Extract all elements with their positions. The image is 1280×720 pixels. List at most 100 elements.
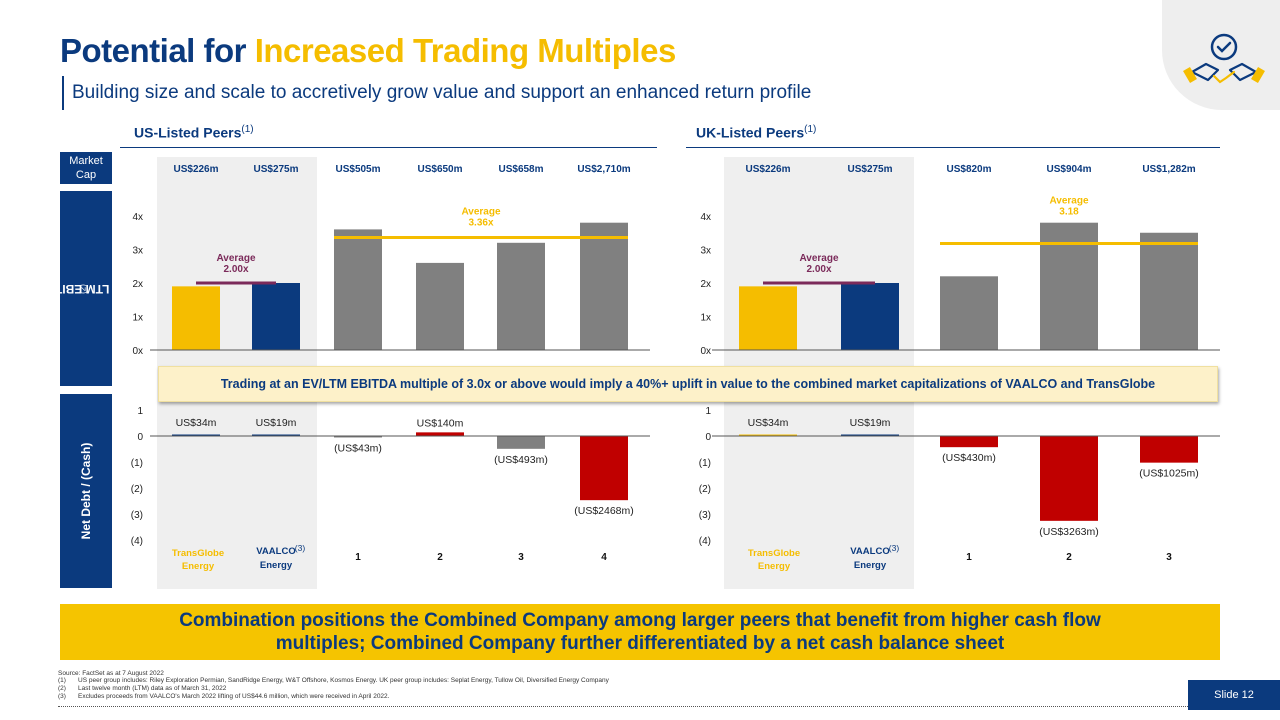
uk-ev-tick: 3x	[700, 246, 711, 257]
us-average-label: Average	[216, 253, 256, 264]
uk-category-label: 1	[966, 552, 972, 563]
us-ev-bar	[416, 262, 464, 350]
key-takeaway-callout: Combination positions the Combined Compa…	[60, 604, 1220, 660]
uk-ev-tick: 0x	[700, 346, 711, 357]
uk-nd-label: US$19m	[850, 417, 891, 429]
uk-market-cap: US$275m	[847, 164, 892, 175]
ev-ebitda-label: EV / LTM EBITDA (2)	[37, 191, 135, 386]
uk-nd-label: US$34m	[748, 417, 789, 429]
page-subtitle: Building size and scale to accretively g…	[62, 76, 811, 110]
us-market-cap: US$226m	[173, 164, 218, 175]
uk-nd-tick: (4)	[699, 536, 711, 547]
us-market-cap: US$505m	[335, 164, 380, 175]
uk-ev-tick: 1x	[700, 313, 711, 324]
uk-category-label: Energy	[854, 560, 887, 571]
footer-divider	[58, 706, 1188, 707]
uk-average-label: Average	[799, 253, 839, 264]
us-nd-tick: (3)	[131, 510, 143, 521]
us-ev-bar	[252, 283, 300, 350]
uk-nd-bar	[739, 434, 797, 436]
us-nd-bar	[580, 436, 628, 501]
us-nd-bar	[497, 436, 545, 449]
us-ev-bar	[497, 242, 545, 350]
us-market-cap: US$2,710m	[577, 164, 630, 175]
us-ev-bar	[172, 286, 220, 350]
uk-market-cap: US$904m	[1046, 164, 1091, 175]
us-nd-tick: (1)	[131, 458, 143, 469]
uk-average-value: 2.00x	[806, 264, 831, 275]
us-nd-tick: 0	[137, 432, 143, 443]
us-category-label: TransGlobe	[172, 548, 224, 559]
us-nd-label: US$140m	[417, 417, 464, 429]
us-nd-label: US$34m	[176, 417, 217, 429]
footnote-source: Source: FactSet as at 7 August 2022	[58, 670, 164, 677]
us-category-note: (3)	[295, 543, 306, 553]
us-nd-label: (US$493m)	[494, 454, 548, 466]
us-category-label: Energy	[260, 560, 293, 571]
us-category-label: 2	[437, 552, 443, 563]
us-nd-label: (US$43m)	[334, 443, 382, 455]
us-ev-tick: 2x	[132, 279, 143, 290]
footnote-3: (3) Excludes proceeds from VAALCO's March…	[58, 693, 390, 700]
us-nd-label: (US$2468m)	[574, 505, 634, 517]
footnote-2: (2) Last twelve month (LTM) data as of Ma…	[58, 685, 227, 692]
uk-nd-label: (US$3263m)	[1039, 526, 1099, 538]
uk-category-note: (3)	[889, 543, 900, 553]
us-nd-bar	[252, 434, 300, 436]
us-category-label: Energy	[182, 561, 215, 572]
us-nd-tick: 1	[137, 406, 143, 417]
uk-market-cap: US$226m	[745, 164, 790, 175]
uk-ev-bar	[841, 283, 899, 350]
uk-nd-bar	[940, 436, 998, 448]
net-debt-label: Net Debt / (Cash)	[60, 394, 112, 588]
uk-nd-bar	[841, 434, 899, 436]
uk-peers-header: UK-Listed Peers(1)	[696, 124, 817, 141]
us-ev-bar	[334, 229, 382, 350]
logo-badge	[1162, 0, 1280, 110]
uk-ev-bar	[1040, 222, 1098, 350]
uk-category-label: 2	[1066, 552, 1072, 563]
uk-ev-bar	[739, 286, 797, 350]
us-market-cap: US$658m	[498, 164, 543, 175]
us-nd-bar	[334, 436, 382, 438]
us-header-rule	[120, 147, 657, 148]
uk-nd-label: (US$430m)	[942, 452, 996, 464]
uk-nd-tick: 0	[705, 432, 711, 443]
uk-nd-tick: (3)	[699, 510, 711, 521]
us-ev-bar	[580, 222, 628, 350]
us-category-label: VAALCO	[256, 546, 295, 557]
us-nd-tick: (4)	[131, 536, 143, 547]
us-nd-bar	[172, 434, 220, 436]
uk-category-label: 3	[1166, 552, 1172, 563]
us-market-cap: US$650m	[417, 164, 462, 175]
uk-header-rule	[686, 147, 1220, 148]
handshake-check-icon	[1183, 33, 1265, 84]
slide-number: Slide 12	[1188, 680, 1280, 710]
us-ev-tick: 0x	[132, 346, 143, 357]
us-ev-tick: 4x	[132, 212, 143, 223]
uk-market-cap: US$1,282m	[1142, 164, 1195, 175]
us-category-label: 4	[601, 552, 607, 563]
uk-average-value: 3.18	[1059, 206, 1079, 217]
uk-nd-tick: (2)	[699, 484, 711, 495]
market-cap-label: Market Cap	[60, 152, 112, 184]
uk-ev-bar	[940, 276, 998, 350]
uk-category-label: TransGlobe	[748, 548, 800, 559]
uk-nd-bar	[1140, 436, 1198, 463]
uk-ev-tick: 2x	[700, 279, 711, 290]
page-title: Potential for Increased Trading Multiple…	[60, 32, 676, 69]
us-average-value: 3.36x	[468, 217, 493, 228]
us-ev-tick: 1x	[132, 313, 143, 324]
us-ev-tick: 3x	[132, 246, 143, 257]
uk-ev-bar	[1140, 232, 1198, 350]
us-average-value: 2.00x	[223, 264, 248, 275]
uk-market-cap: US$820m	[946, 164, 991, 175]
uk-nd-label: (US$1025m)	[1139, 468, 1199, 480]
us-average-label: Average	[461, 206, 501, 217]
us-market-cap: US$275m	[253, 164, 298, 175]
uk-nd-tick: (1)	[699, 458, 711, 469]
us-peers-header: US-Listed Peers(1)	[134, 124, 254, 141]
us-nd-tick: (2)	[131, 484, 143, 495]
uk-ev-tick: 4x	[700, 212, 711, 223]
us-category-label: 1	[355, 552, 361, 563]
